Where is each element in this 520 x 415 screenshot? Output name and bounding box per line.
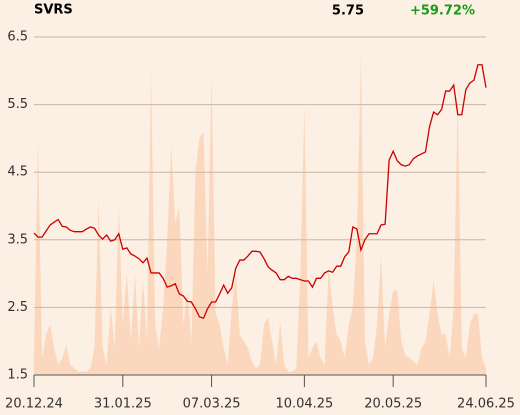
x-tick-label: 10.04.25: [275, 397, 333, 412]
price: 5.75: [332, 4, 364, 19]
y-tick-label: 5.5: [7, 97, 28, 112]
x-tick-label: 20.05.25: [364, 397, 422, 412]
chart-title: SVRS: [34, 3, 73, 18]
y-tick-label: 2.5: [7, 300, 28, 315]
y-tick-label: 1.5: [7, 368, 28, 383]
change: +59.72%: [410, 4, 475, 19]
y-tick-label: 3.5: [7, 232, 28, 247]
price-line: [33, 64, 487, 320]
x-tick-label: 07.03.25: [183, 397, 241, 412]
y-tick-label: 6.5: [7, 30, 28, 45]
x-tick-label: 20.12.24: [5, 397, 63, 412]
x-tick-label: 31.01.25: [94, 397, 152, 412]
volume-area: [34, 53, 486, 376]
y-tick-label: 4.5: [7, 165, 28, 180]
x-tick-label: 24.06.25: [457, 397, 515, 412]
